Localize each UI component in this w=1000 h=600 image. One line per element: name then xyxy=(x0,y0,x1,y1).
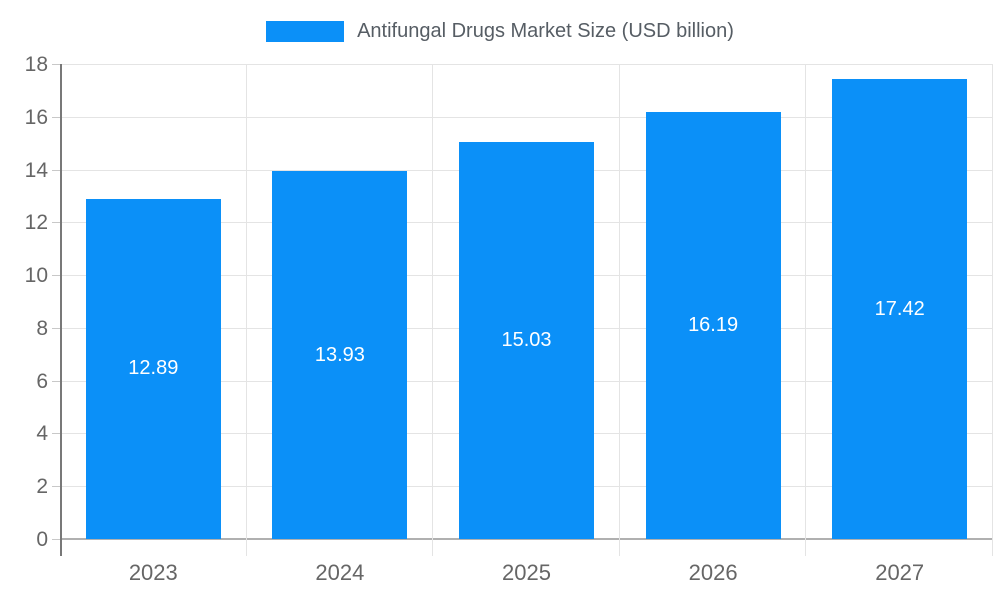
x-axis-baseline xyxy=(60,538,993,540)
gridline-horizontal xyxy=(60,116,993,118)
bar-value-label: 12.89 xyxy=(128,357,179,380)
y-axis-line xyxy=(60,64,62,556)
y-axis-tick xyxy=(52,169,60,171)
plot-area: 12.89 13.93 15.03 16.19 17.42 xyxy=(60,64,993,556)
y-axis-label-14: 14 xyxy=(24,158,48,182)
y-axis-tick xyxy=(52,433,60,435)
y-axis-label-8: 8 xyxy=(36,316,48,340)
y-axis-label-2: 2 xyxy=(36,475,48,499)
y-axis-tick xyxy=(52,327,60,329)
x-axis-label-2025: 2025 xyxy=(502,560,551,585)
y-axis-label-10: 10 xyxy=(24,264,48,288)
bar-2024[interactable]: 13.93 xyxy=(272,171,408,539)
bar-2026[interactable]: 16.19 xyxy=(645,111,781,539)
legend-label: Antifungal Drugs Market Size (USD billio… xyxy=(357,20,734,42)
y-axis-tick xyxy=(52,116,60,118)
y-axis-label-4: 4 xyxy=(36,422,48,446)
y-axis-tick xyxy=(52,222,60,224)
gridline-vertical xyxy=(992,64,993,556)
gridline-horizontal xyxy=(60,64,993,65)
y-axis-label-12: 12 xyxy=(24,211,48,235)
bar-2025[interactable]: 15.03 xyxy=(459,142,594,539)
y-axis-tick xyxy=(52,486,60,488)
y-axis-label-0: 0 xyxy=(36,528,48,551)
gridline-vertical xyxy=(805,64,807,556)
gridline-vertical xyxy=(618,64,620,556)
bar-2023[interactable]: 12.89 xyxy=(85,198,221,539)
bar-value-label: 15.03 xyxy=(501,329,552,352)
x-axis-label-2026: 2026 xyxy=(688,560,738,585)
y-axis-label-16: 16 xyxy=(24,105,48,129)
x-axis-label-2024: 2024 xyxy=(315,560,365,585)
x-axis-label-2027: 2027 xyxy=(875,560,925,585)
y-axis-label-6: 6 xyxy=(36,369,48,393)
y-axis-tick xyxy=(52,380,60,382)
y-axis-label-18: 18 xyxy=(24,53,48,76)
x-axis-label-2023: 2023 xyxy=(128,560,178,585)
gridline-vertical xyxy=(245,64,247,556)
bar-value-label: 16.19 xyxy=(688,313,739,336)
bar-2027[interactable]: 17.42 xyxy=(832,79,968,539)
legend-swatch xyxy=(266,20,345,42)
y-axis-tick xyxy=(52,539,60,540)
gridline-vertical xyxy=(432,64,434,556)
bar-value-label: 17.42 xyxy=(874,297,925,320)
y-axis-tick xyxy=(52,275,60,277)
legend[interactable]: Antifungal Drugs Market Size (USD billio… xyxy=(0,16,1000,46)
y-axis-tick xyxy=(52,64,60,65)
bar-value-label: 13.93 xyxy=(314,343,365,366)
